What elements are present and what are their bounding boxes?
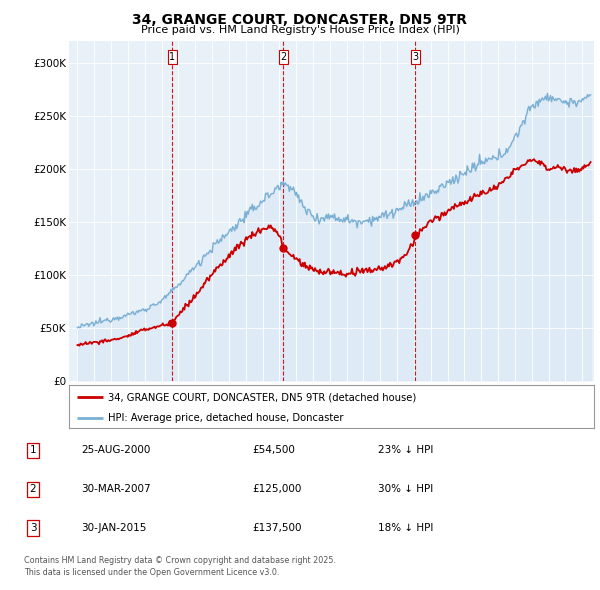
Text: 2: 2 xyxy=(280,52,287,62)
Text: 34, GRANGE COURT, DONCASTER, DN5 9TR: 34, GRANGE COURT, DONCASTER, DN5 9TR xyxy=(133,13,467,27)
Text: 3: 3 xyxy=(29,523,37,533)
Text: 1: 1 xyxy=(29,445,37,455)
Text: Price paid vs. HM Land Registry's House Price Index (HPI): Price paid vs. HM Land Registry's House … xyxy=(140,25,460,35)
Text: 30% ↓ HPI: 30% ↓ HPI xyxy=(378,484,433,494)
Text: 34, GRANGE COURT, DONCASTER, DN5 9TR (detached house): 34, GRANGE COURT, DONCASTER, DN5 9TR (de… xyxy=(109,392,416,402)
Text: 2: 2 xyxy=(29,484,37,494)
Text: 23% ↓ HPI: 23% ↓ HPI xyxy=(378,445,433,455)
Text: 18% ↓ HPI: 18% ↓ HPI xyxy=(378,523,433,533)
Text: £137,500: £137,500 xyxy=(252,523,302,533)
Text: HPI: Average price, detached house, Doncaster: HPI: Average price, detached house, Donc… xyxy=(109,414,344,424)
Text: £54,500: £54,500 xyxy=(252,445,295,455)
Text: £125,000: £125,000 xyxy=(252,484,301,494)
Text: 25-AUG-2000: 25-AUG-2000 xyxy=(81,445,151,455)
Text: 30-MAR-2007: 30-MAR-2007 xyxy=(81,484,151,494)
Text: 1: 1 xyxy=(169,52,176,62)
Text: 30-JAN-2015: 30-JAN-2015 xyxy=(81,523,146,533)
Text: Contains HM Land Registry data © Crown copyright and database right 2025.
This d: Contains HM Land Registry data © Crown c… xyxy=(24,556,336,577)
Text: 3: 3 xyxy=(412,52,418,62)
